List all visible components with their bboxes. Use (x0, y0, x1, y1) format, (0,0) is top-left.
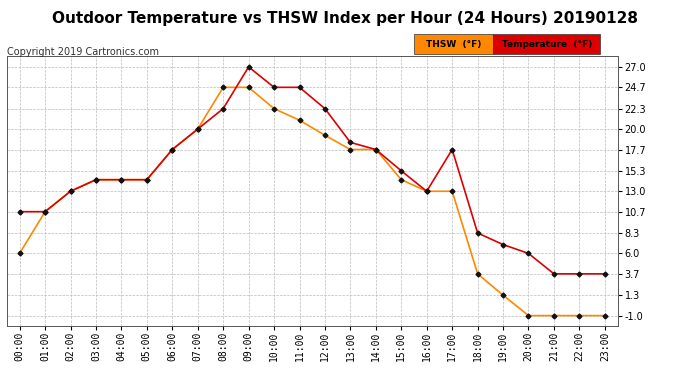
Text: Temperature  (°F): Temperature (°F) (502, 40, 592, 49)
Text: Outdoor Temperature vs THSW Index per Hour (24 Hours) 20190128: Outdoor Temperature vs THSW Index per Ho… (52, 11, 638, 26)
Text: THSW  (°F): THSW (°F) (426, 40, 482, 49)
Text: Copyright 2019 Cartronics.com: Copyright 2019 Cartronics.com (7, 47, 159, 57)
